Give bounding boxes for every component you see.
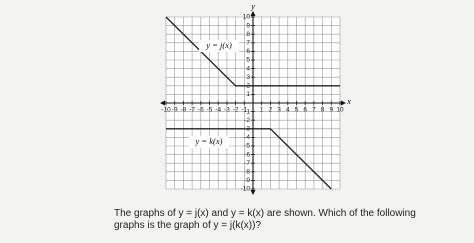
- y-tick-label: 9: [246, 22, 250, 29]
- y-axis-label: y: [250, 2, 255, 11]
- x-tick-label: 10: [336, 107, 344, 114]
- y-tick-label: -9: [244, 177, 250, 184]
- y-tick-label: -8: [244, 169, 250, 176]
- x-tick-label: -5: [207, 107, 213, 114]
- y-tick-label: -5: [244, 143, 250, 150]
- y-tick-label: -4: [244, 134, 250, 141]
- x-tick-label: 5: [295, 107, 299, 114]
- x-tick-label: 3: [277, 107, 281, 114]
- x-axis-label: x: [346, 97, 351, 106]
- y-tick-label: 7: [246, 40, 250, 47]
- function-line: [166, 128, 332, 190]
- x-tick-label: -4: [215, 107, 221, 114]
- y-tick-label: 10: [243, 14, 251, 21]
- question-line-1: The graphs of y = j(x) and y = k(x) are …: [114, 208, 416, 219]
- y-tick-label: -10: [241, 186, 251, 193]
- label-bg: [199, 40, 239, 52]
- series-label: y = k(x): [195, 136, 223, 146]
- x-tick-label: 6: [303, 107, 307, 114]
- y-tick-label: 3: [246, 74, 250, 81]
- x-tick-label: 7: [312, 107, 316, 114]
- chart: y x -10 -9 -8 -7 -6 -5 -4 -3 -2 -1 1 2 3 4 5 6 7 8 9 10-10-…: [160, 2, 351, 195]
- y-tick-label: -7: [244, 160, 250, 167]
- x-tick-label: -9: [172, 107, 178, 114]
- x-tick-label: -7: [189, 107, 195, 114]
- label-bg: [189, 136, 229, 148]
- y-tick-label: -2: [244, 117, 250, 124]
- series-label: y = j(x): [205, 40, 232, 50]
- x-tick-label: -6: [198, 107, 204, 114]
- y-tick-label: 6: [246, 48, 250, 55]
- y-tick-label: 8: [246, 31, 250, 38]
- x-tick-label: -10: [161, 107, 171, 114]
- x-tick-label: -1: [241, 107, 247, 114]
- x-tick-label: -8: [181, 107, 187, 114]
- question-line-2: graphs is the graph of y = j(k(x))?: [114, 220, 262, 231]
- x-tick-label: 1: [260, 107, 264, 114]
- x-tick-label: 9: [329, 107, 333, 114]
- x-tick-label: -2: [233, 107, 239, 114]
- y-tick-label: 1: [246, 91, 250, 98]
- x-tick-label: 4: [286, 107, 290, 114]
- y-tick-label: 5: [246, 57, 250, 64]
- y-tick-label: -1: [244, 108, 250, 115]
- y-tick-label: 4: [246, 65, 250, 72]
- x-tick-label: 2: [269, 107, 273, 114]
- x-tick-label: 8: [321, 107, 325, 114]
- x-tick-label: -3: [224, 107, 230, 114]
- function-line: [165, 16, 340, 87]
- y-tick-label: -6: [244, 151, 250, 158]
